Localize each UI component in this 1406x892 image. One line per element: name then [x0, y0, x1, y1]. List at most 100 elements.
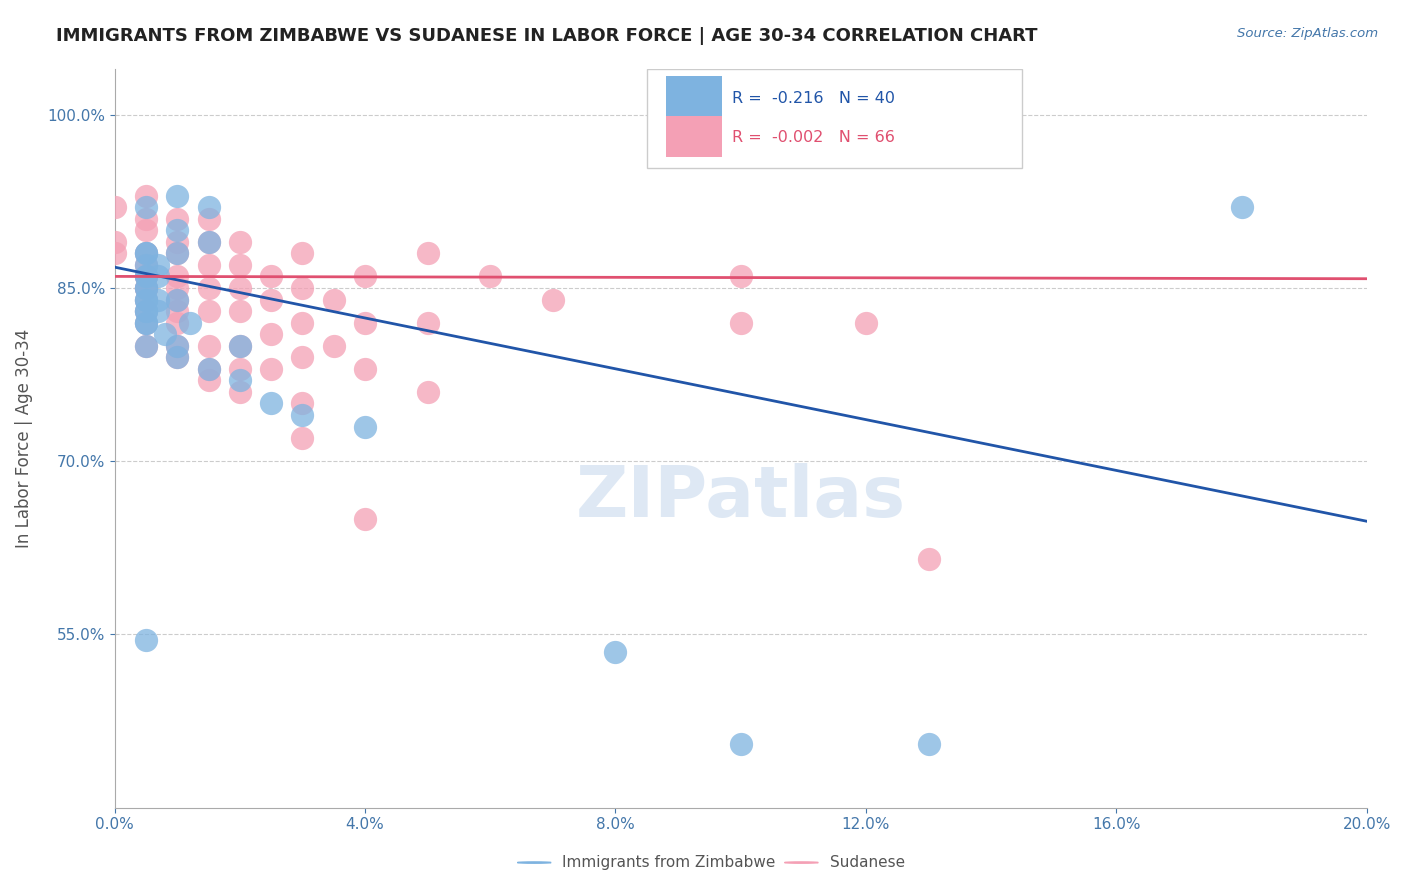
Point [148, 293, 170, 307]
Point [135, 269, 157, 284]
Point [354, 512, 377, 526]
Point [1230, 200, 1253, 214]
Point [135, 269, 157, 284]
Point [135, 339, 157, 353]
Point [135, 293, 157, 307]
Text: Immigrants from Zimbabwe: Immigrants from Zimbabwe [562, 855, 776, 870]
Point [416, 246, 439, 260]
Point [135, 258, 157, 272]
Point [135, 316, 157, 330]
Point [166, 293, 188, 307]
Point [104, 246, 127, 260]
Point [135, 258, 157, 272]
Point [197, 361, 219, 376]
Point [135, 316, 157, 330]
Point [135, 304, 157, 318]
Point [730, 316, 752, 330]
Point [197, 258, 219, 272]
Point [229, 373, 252, 387]
FancyBboxPatch shape [665, 116, 721, 157]
Point [229, 281, 252, 295]
Point [135, 633, 157, 648]
Point [291, 431, 314, 445]
Point [730, 737, 752, 751]
Point [135, 281, 157, 295]
Point [291, 246, 314, 260]
Point [291, 351, 314, 365]
Point [917, 737, 939, 751]
Point [135, 269, 157, 284]
Circle shape [517, 862, 551, 863]
Point [166, 316, 188, 330]
Point [354, 419, 377, 434]
Circle shape [785, 862, 818, 863]
Point [135, 281, 157, 295]
Point [166, 351, 188, 365]
Point [291, 316, 314, 330]
Point [197, 281, 219, 295]
Point [166, 339, 188, 353]
Point [260, 361, 283, 376]
Point [541, 293, 564, 307]
FancyBboxPatch shape [647, 69, 1022, 169]
Point [260, 293, 283, 307]
Point [197, 373, 219, 387]
Text: R =  -0.216   N = 40: R = -0.216 N = 40 [733, 91, 896, 105]
Text: ZIPatlas: ZIPatlas [575, 463, 905, 532]
Text: Source: ZipAtlas.com: Source: ZipAtlas.com [1237, 27, 1378, 40]
Point [166, 339, 188, 353]
Point [229, 235, 252, 249]
Point [166, 211, 188, 226]
Point [135, 246, 157, 260]
Point [135, 304, 157, 318]
Point [197, 200, 219, 214]
Point [291, 396, 314, 410]
Point [135, 246, 157, 260]
Point [166, 304, 188, 318]
Point [135, 293, 157, 307]
Point [229, 339, 252, 353]
Point [197, 235, 219, 249]
Point [291, 408, 314, 422]
Point [260, 269, 283, 284]
Point [148, 304, 170, 318]
Text: IMMIGRANTS FROM ZIMBABWE VS SUDANESE IN LABOR FORCE | AGE 30-34 CORRELATION CHAR: IMMIGRANTS FROM ZIMBABWE VS SUDANESE IN … [56, 27, 1038, 45]
Point [322, 339, 344, 353]
Point [166, 188, 188, 202]
Point [135, 188, 157, 202]
Point [354, 361, 377, 376]
Point [135, 269, 157, 284]
Point [104, 235, 127, 249]
Point [166, 246, 188, 260]
Point [197, 339, 219, 353]
Point [135, 281, 157, 295]
Point [135, 281, 157, 295]
Point [104, 200, 127, 214]
Point [135, 316, 157, 330]
Point [197, 235, 219, 249]
Point [322, 293, 344, 307]
Point [179, 316, 201, 330]
Point [153, 327, 176, 342]
Point [917, 552, 939, 566]
Point [260, 396, 283, 410]
Point [135, 339, 157, 353]
Point [166, 235, 188, 249]
Point [855, 316, 877, 330]
Point [229, 258, 252, 272]
Point [260, 327, 283, 342]
Point [135, 200, 157, 214]
Point [354, 316, 377, 330]
Point [166, 223, 188, 237]
Point [416, 384, 439, 399]
Y-axis label: In Labor Force | Age 30-34: In Labor Force | Age 30-34 [15, 328, 32, 548]
Text: Sudanese: Sudanese [830, 855, 904, 870]
Point [166, 281, 188, 295]
Point [166, 293, 188, 307]
Text: R =  -0.002   N = 66: R = -0.002 N = 66 [733, 129, 894, 145]
Point [135, 211, 157, 226]
Point [197, 361, 219, 376]
Point [354, 269, 377, 284]
Point [135, 293, 157, 307]
Point [135, 223, 157, 237]
